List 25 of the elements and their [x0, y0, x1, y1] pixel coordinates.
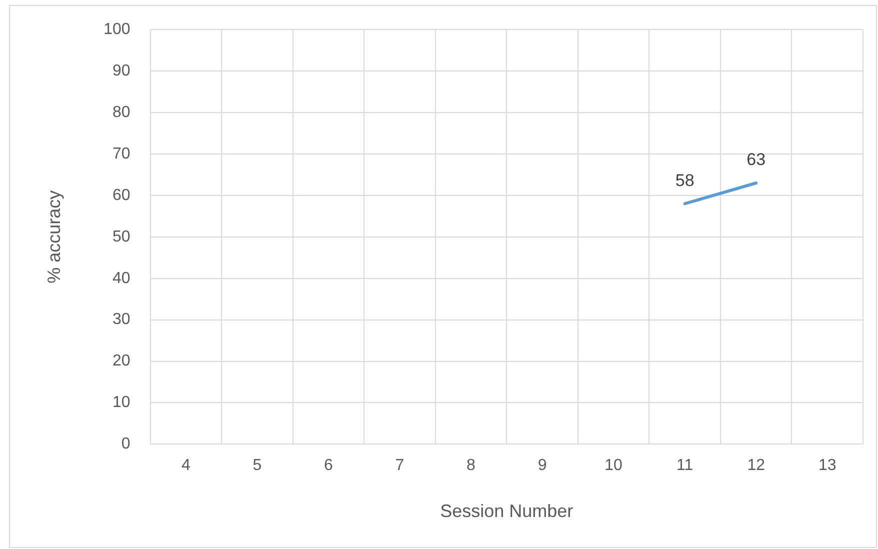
y-tick-label: 60 [112, 186, 130, 204]
y-tick-label: 10 [112, 394, 130, 412]
x-tick-label: 7 [395, 457, 404, 474]
x-tick-label: 4 [181, 457, 190, 474]
y-tick-label: 70 [112, 145, 130, 162]
x-tick-label: 9 [538, 457, 547, 474]
y-tick-label: 30 [112, 311, 130, 328]
y-tick-label: 100 [104, 21, 130, 38]
x-tick-label: 11 [676, 457, 694, 474]
x-tick-label: 10 [604, 457, 623, 474]
y-tick-label: 20 [112, 352, 130, 370]
y-axis-title: % accuracy [44, 190, 64, 284]
x-tick-label: 5 [252, 457, 262, 474]
y-tick-label: 40 [112, 270, 130, 287]
y-tick-label: 80 [112, 104, 130, 121]
y-tick-label: 50 [112, 228, 130, 246]
data-label: 58 [675, 170, 694, 190]
data-label: 63 [746, 150, 766, 170]
x-tick-label: 6 [324, 457, 334, 474]
x-tick-label: 8 [466, 457, 476, 474]
y-tick-label: 0 [121, 436, 130, 453]
x-axis-title: Session Number [440, 501, 574, 522]
y-tick-label: 90 [112, 62, 130, 80]
x-tick-label: 12 [747, 457, 766, 474]
x-tick-label: 13 [818, 457, 836, 474]
